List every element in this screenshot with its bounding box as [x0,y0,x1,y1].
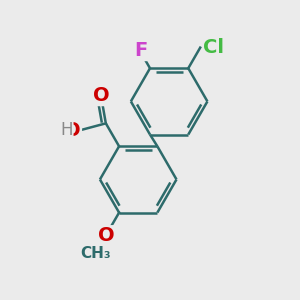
Text: F: F [134,41,147,60]
Text: CH₃: CH₃ [80,246,110,261]
Text: O: O [93,86,110,105]
Text: O: O [98,226,114,245]
Text: Cl: Cl [203,38,224,57]
Text: H: H [61,121,73,139]
Text: O: O [64,121,81,140]
